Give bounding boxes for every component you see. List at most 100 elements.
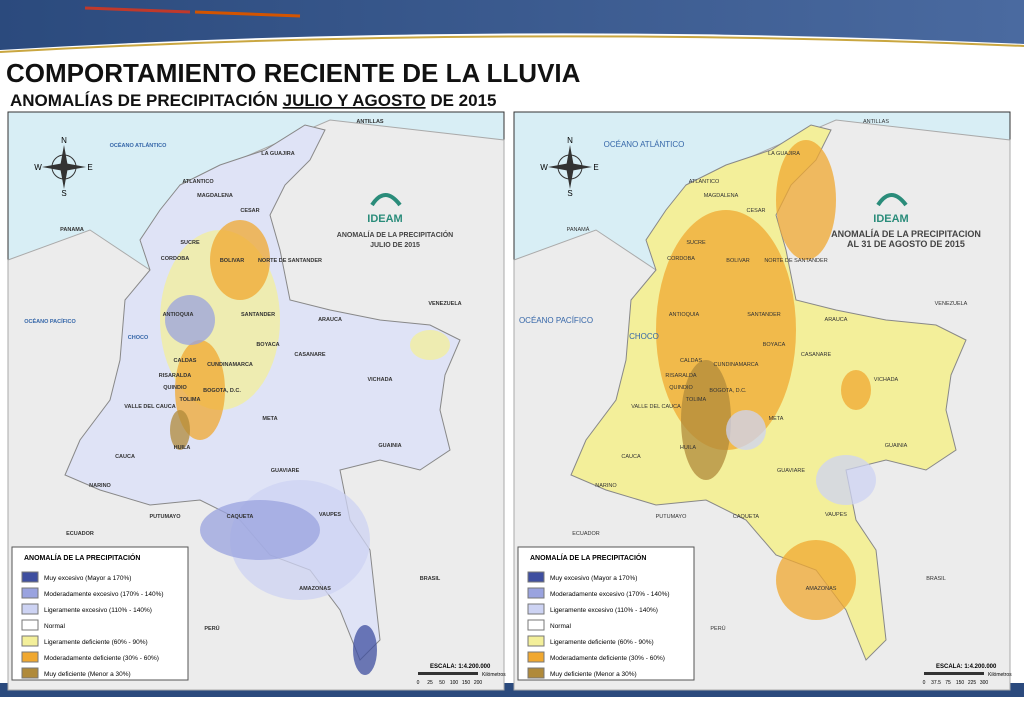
compass-letter: E [87,163,92,172]
place-label: ECUADOR [572,531,600,537]
scale-tick: 300 [980,680,989,686]
scale-tick: 100 [450,680,459,686]
legend-item: Ligeramente excesivo (110% - 140%) [550,607,658,614]
header-accent [84,6,191,14]
map-title: ANOMALÍA DE LA PRECIPITACION [831,229,981,239]
legend-item: Ligeramente excesivo (110% - 140%) [44,607,152,614]
place-label: PERÚ [710,625,725,632]
place-label: CORDOBA [667,256,695,262]
anomaly-area [165,295,215,345]
place-label: OCÉANO ATLÁNTICO [604,140,685,149]
legend-swatch [21,571,39,583]
legend-item: Muy excesivo (Mayor a 170%) [550,575,637,582]
header-line [0,35,1024,53]
place-label: CESAR [747,208,766,214]
compass-letter: S [567,189,572,198]
legend-title: ANOMALÍA DE LA PRECIPITACIÓN [530,553,646,562]
place-label: HUILA [174,445,191,451]
map-panel: N E S W IDEAM ANOMALÍA DE LA PRECIPITACIÓN JUL… [7,111,506,691]
legend-swatch [21,587,39,599]
legend-swatch [527,651,545,663]
anomaly-area [410,330,450,360]
place-label: PANAMÁ [567,226,590,233]
place-label: MAGDALENA [704,193,739,199]
legend-item: Muy excesivo (Mayor a 170%) [44,575,131,582]
legend-swatch [21,635,39,647]
place-label: NARINO [89,483,111,489]
place-label: CUNDINAMARCA [714,362,759,368]
place-label: VICHADA [367,377,392,383]
scale-unit: Kilómetros [482,672,506,678]
place-label: BOGOTA, D.C. [203,388,241,394]
place-label: GUAINIA [378,443,401,449]
scale-tick: 150 [462,680,471,686]
place-label: CHOCO [629,332,659,341]
subtitle-underlined: JULIO Y AGOSTO [283,91,426,110]
place-label: OCÉANO PACÍFICO [24,317,76,325]
place-label: MAGDALENA [197,193,233,199]
scale-unit: Kilómetros [988,672,1012,678]
scale-bar [924,672,984,675]
compass-letter: N [61,136,67,145]
place-label: SUCRE [180,240,200,246]
place-label: CASANARE [294,352,326,358]
logo-icon [876,193,908,207]
place-label: VENEZUELA [428,301,461,307]
place-label: NARINO [595,483,617,489]
legend-swatch [21,603,39,615]
legend-title: ANOMALÍA DE LA PRECIPITACIÓN [24,553,140,562]
place-label: HUILA [680,445,697,451]
place-label: CAQUETA [733,514,760,520]
place-label: VAUPES [319,512,342,518]
compass-letter: W [540,163,548,172]
legend: ANOMALÍA DE LA PRECIPITACIÓN Muy excesivo… [517,546,695,681]
legend-item: Muy deficiente (Menor a 30%) [550,671,637,678]
anomaly-area [776,540,856,620]
place-label: PANAMA [60,227,84,233]
place-label: CAUCA [115,454,135,460]
subtitle-text: ANOMALÍAS DE PRECIPITACIÓN [10,91,283,110]
compass-letter: S [61,189,66,198]
scale-label: ESCALA: 1:4.200.000 [430,664,491,670]
place-label: VENEZUELA [935,301,968,307]
anomaly-area [353,625,377,675]
place-label: PERÚ [204,625,219,632]
header-accent [194,10,301,18]
place-label: SANTANDER [241,312,275,318]
anomaly-area [170,410,190,450]
place-label: AMAZONAS [299,586,331,592]
legend-box [11,546,189,681]
place-label: BOLIVAR [220,258,244,264]
place-label: CALDAS [174,358,197,364]
place-label: AMAZONAS [806,586,837,592]
anomaly-area [726,410,766,450]
place-label: QUINDIO [669,385,693,391]
scale-tick: 75 [945,680,951,686]
map-panel: N E S W IDEAM ANOMALÍA DE LA PRECIPITACIONAL … [513,111,1012,691]
scale-tick: 25 [427,680,433,686]
legend-item: Moderadamente deficiente (30% - 60%) [44,655,159,662]
legend-item: Normal [550,623,572,630]
place-label: NORTE DE SANTANDER [258,258,322,264]
place-label: QUINDIO [163,385,187,391]
place-label: CUNDINAMARCA [207,362,253,368]
place-label: NORTE DE SANTANDER [764,258,827,264]
place-label: TOLIMA [180,397,201,403]
place-label: ATLANTICO [689,179,720,185]
place-label: VAUPES [825,512,847,518]
place-label: ATLANTICO [182,179,214,185]
scale-bar [418,672,478,675]
map-title: JULIO DE 2015 [370,242,420,249]
scale-tick: 200 [474,680,483,686]
place-label: BOLIVAR [726,258,749,264]
subtitle-text: DE 2015 [426,91,497,110]
legend-item: Moderadamente deficiente (30% - 60%) [550,655,665,662]
legend-swatch [21,619,39,631]
place-label: SANTANDER [747,312,781,318]
legend-swatch [527,619,545,631]
legend-item: Ligeramente deficiente (60% - 90%) [44,639,148,646]
place-label: BRASIL [926,576,946,582]
anomaly-area [200,500,320,560]
place-label: OCÉANO PACÍFICO [519,316,593,325]
